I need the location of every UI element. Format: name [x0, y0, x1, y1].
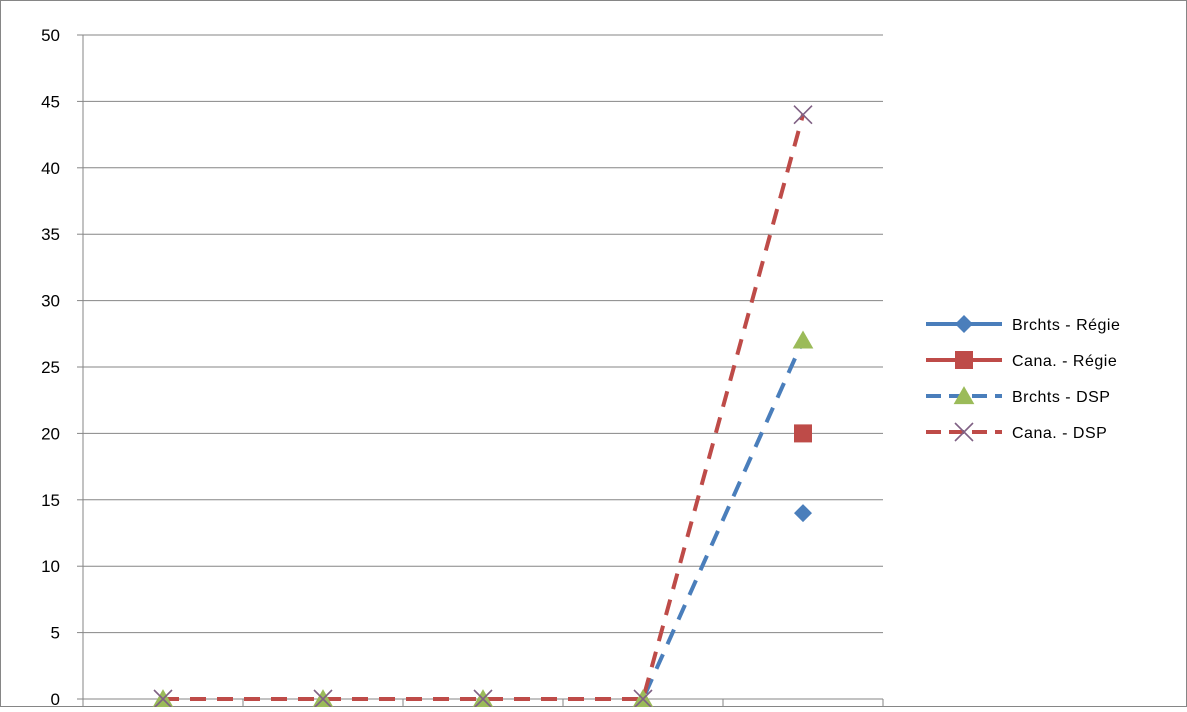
gridlines	[83, 34, 883, 634]
triangle-marker	[953, 386, 975, 405]
x-marker	[153, 689, 173, 709]
triangle-marker	[792, 330, 814, 349]
y-tick-label: 0	[51, 690, 60, 707]
axes: 0 5 10 15 20 25 30 35 40 45 50	[41, 26, 884, 709]
legend-entry: Brchts - DSP	[926, 386, 1110, 406]
x-marker-stroke	[313, 689, 333, 709]
y-tick-label: 10	[41, 557, 60, 576]
x-marker-stroke	[793, 105, 813, 125]
x-marker	[633, 689, 653, 709]
x-marker-stroke	[153, 689, 173, 709]
series-markers	[152, 105, 814, 709]
x-marker-stroke	[633, 689, 653, 709]
legend-entry: Cana. - DSP	[926, 422, 1107, 442]
legend-entry: Cana. - Régie	[926, 351, 1117, 370]
legend: Brchts - Régie Cana. - Régie Brchts - DSP C…	[926, 315, 1120, 442]
y-tick-label: 15	[41, 491, 60, 510]
x-marker	[473, 689, 493, 709]
y-tick-label: 40	[41, 159, 60, 178]
x-marker-stroke	[473, 689, 493, 709]
legend-label: Cana. - Régie	[1012, 353, 1117, 370]
legend-label: Cana. - DSP	[1012, 425, 1107, 442]
diamond-marker	[794, 504, 812, 523]
y-tick-label: 20	[41, 424, 60, 443]
diamond-marker	[955, 315, 973, 333]
x-marker-stroke	[954, 422, 974, 442]
x-marker	[313, 689, 333, 709]
y-tick-label: 35	[41, 225, 60, 244]
y-tick-label: 30	[41, 292, 60, 311]
series-line	[163, 114, 805, 701]
x-marker	[793, 105, 813, 125]
legend-label: Brchts - Régie	[1012, 317, 1120, 334]
y-tick-label: 45	[41, 92, 60, 111]
x-marker	[954, 422, 974, 442]
legend-label: Brchts - DSP	[1012, 389, 1110, 406]
square-marker	[794, 424, 812, 443]
y-tick-label: 25	[41, 358, 60, 377]
square-marker	[955, 351, 973, 369]
series-lines	[163, 114, 805, 701]
y-tick-label: 5	[51, 624, 60, 643]
legend-entry: Brchts - Régie	[926, 315, 1120, 334]
y-tick-label: 50	[41, 26, 60, 45]
